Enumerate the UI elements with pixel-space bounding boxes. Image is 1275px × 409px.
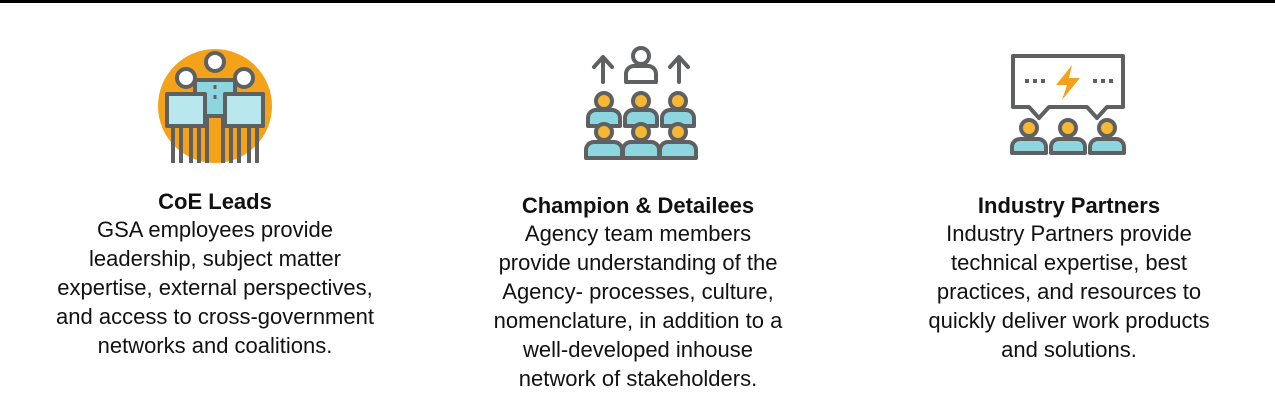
industry-partners-line: and solutions. [1001,337,1137,362]
coe-leads-card: CoE Leads GSA employees provide leadersh… [20,189,410,360]
group-champion-icon [584,46,698,160]
team-leads-icon [158,49,272,163]
coe-leads-line: and access to cross-government [56,304,374,329]
coe-leads-line: GSA employees provide [96,217,334,242]
industry-partners-icon [1010,54,1126,155]
champion-detailees-title: Champion & Detailees [521,193,755,218]
coe-leads-line: networks and coalitions. [97,333,333,358]
champion-detailees-line: provide understanding of the [498,250,778,275]
industry-partners-line: Industry Partners provide [946,221,1192,246]
industry-partners-line: technical expertise, best [950,250,1188,275]
industry-partners-line: quickly deliver work products [928,308,1210,333]
champion-detailees-line: network of stakeholders. [518,366,758,391]
coe-leads-title: CoE Leads [158,189,272,214]
champion-detailees-card: Champion & Detailees Agency team members… [452,193,824,393]
industry-partners-card: Industry Partners Industry Partners prov… [883,193,1255,364]
coe-leads-line: leadership, subject matter [89,246,341,271]
champion-detailees-line: nomenclature, in addition to a [493,308,783,333]
champion-detailees-line: Agency team members [524,221,752,246]
industry-partners-title: Industry Partners [977,193,1161,218]
industry-partners-line: practices, and resources to [936,279,1202,304]
champion-detailees-line: Agency- processes, culture, [502,279,774,304]
top-divider [0,0,1275,3]
coe-leads-line: expertise, external perspectives, [57,275,373,300]
champion-detailees-line: well-developed inhouse [523,337,753,362]
